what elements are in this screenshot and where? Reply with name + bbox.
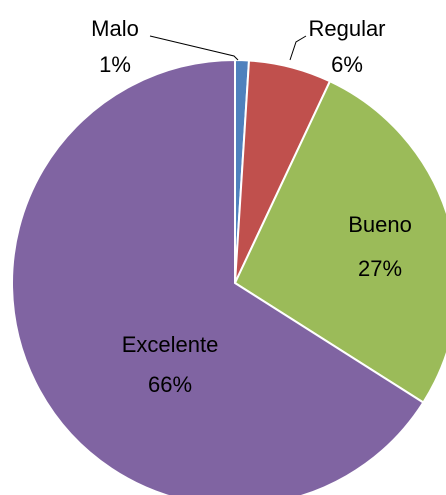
slice-value-label: 27% (358, 256, 402, 281)
leader-line (289, 35, 307, 61)
pie (11, 58, 446, 495)
slice-label: Bueno (348, 212, 412, 237)
slice-value-label: 6% (331, 52, 363, 77)
pie-slice (233, 79, 446, 404)
slice-label: Excelente (122, 332, 219, 357)
pie-slice (11, 58, 425, 495)
slice-label: Malo (91, 16, 139, 41)
leader-line (149, 35, 239, 61)
slice-value-label: 1% (99, 52, 131, 77)
slice-label: Regular (308, 16, 385, 41)
slice-value-label: 66% (148, 372, 192, 397)
